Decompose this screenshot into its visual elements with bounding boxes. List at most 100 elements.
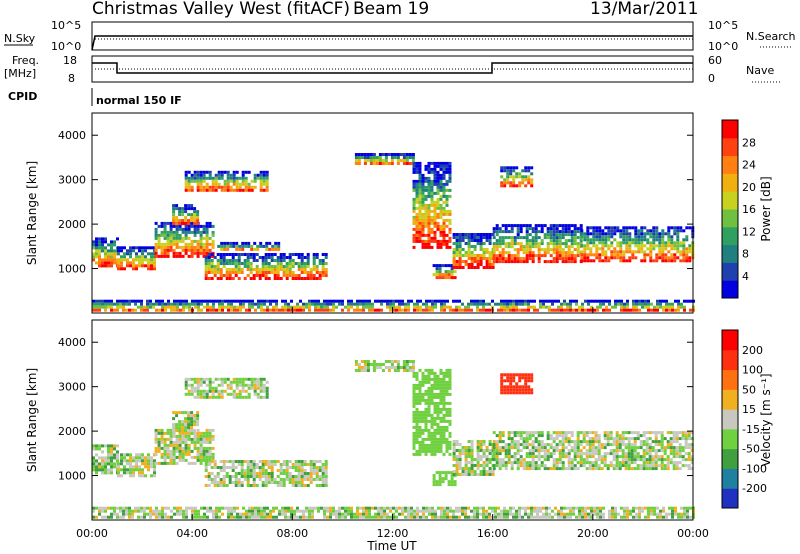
data-cell (309, 466, 313, 469)
data-cell (190, 213, 194, 217)
data-cell (507, 437, 511, 441)
data-cell (623, 305, 626, 309)
data-cell (421, 185, 425, 189)
data-cell (147, 267, 150, 271)
data-cell (430, 167, 434, 171)
data-cell (558, 431, 562, 435)
data-cell (442, 380, 446, 384)
data-cell (615, 461, 619, 465)
data-cell (689, 299, 692, 303)
data-cell (107, 468, 110, 472)
data-cell (166, 248, 170, 252)
data-cell (564, 455, 568, 459)
data-cell (561, 464, 565, 468)
data-cell (581, 302, 584, 306)
data-cell (220, 241, 224, 245)
data-cell (436, 413, 440, 417)
data-cell (147, 456, 150, 460)
data-cell (117, 468, 120, 472)
data-cell (338, 302, 341, 306)
data-cell (651, 431, 655, 435)
data-cell (439, 371, 443, 375)
data-cell (552, 464, 556, 468)
data-cell (120, 255, 123, 259)
data-cell (101, 465, 104, 469)
data-cell (546, 260, 550, 264)
data-cell (421, 224, 425, 228)
data-cell (107, 444, 110, 448)
data-cell (98, 506, 101, 510)
data-cell (202, 380, 206, 384)
data-cell (613, 232, 617, 236)
data-cell (193, 179, 197, 183)
data-cell (172, 204, 176, 208)
data-cell (196, 434, 200, 438)
data-cell (439, 419, 443, 423)
data-cell (309, 463, 313, 466)
data-cell (297, 256, 301, 259)
data-cell (179, 509, 182, 513)
data-cell (579, 431, 583, 435)
data-cell (184, 227, 188, 231)
data-cell (372, 162, 376, 165)
data-cell (193, 386, 197, 390)
data-cell (412, 233, 416, 237)
data-cell (439, 389, 443, 393)
data-cell (226, 176, 230, 180)
data-cell (211, 230, 215, 234)
data-cell (495, 434, 499, 438)
data-cell (427, 368, 431, 372)
data-cell (491, 266, 495, 269)
data-cell (141, 261, 144, 265)
data-cell (206, 299, 209, 303)
data-cell (347, 302, 350, 306)
data-cell (598, 247, 602, 251)
data-cell (116, 237, 119, 241)
data-cell (444, 270, 448, 274)
data-cell (267, 277, 271, 280)
data-cell (628, 247, 632, 251)
data-cell (187, 377, 191, 381)
data-cell (570, 254, 574, 258)
data-cell (589, 232, 593, 236)
data-cell (506, 388, 510, 392)
data-cell (453, 276, 457, 280)
data-cell (675, 449, 679, 453)
data-cell (167, 299, 170, 303)
data-cell (246, 484, 250, 487)
data-cell (573, 458, 577, 462)
data-cell (615, 452, 619, 456)
data-cell (482, 299, 485, 303)
data-cell (184, 207, 188, 211)
data-cell (296, 506, 299, 510)
data-cell (181, 207, 185, 211)
data-cell (530, 376, 534, 380)
data-cell (677, 305, 680, 309)
data-cell (427, 413, 431, 417)
data-cell (216, 484, 220, 487)
data-cell (455, 455, 459, 458)
data-cell (399, 159, 403, 162)
data-cell (448, 167, 452, 171)
data-cell (116, 453, 119, 457)
data-cell (537, 455, 541, 459)
data-cell (170, 305, 173, 309)
data-cell (614, 302, 617, 306)
data-cell (683, 308, 686, 312)
data-cell (610, 244, 614, 248)
data-cell (261, 484, 265, 487)
data-cell (491, 506, 494, 510)
data-cell (604, 232, 608, 236)
data-cell (146, 305, 149, 309)
data-cell (104, 246, 107, 250)
data-cell (230, 506, 233, 510)
data-cell (500, 385, 504, 389)
data-cell (233, 305, 236, 309)
data-cell (360, 360, 364, 363)
data-cell (261, 460, 265, 463)
data-cell (442, 173, 446, 177)
data-cell (184, 224, 188, 228)
data-cell (178, 440, 182, 444)
data-cell (208, 221, 212, 225)
data-cell (439, 410, 443, 414)
